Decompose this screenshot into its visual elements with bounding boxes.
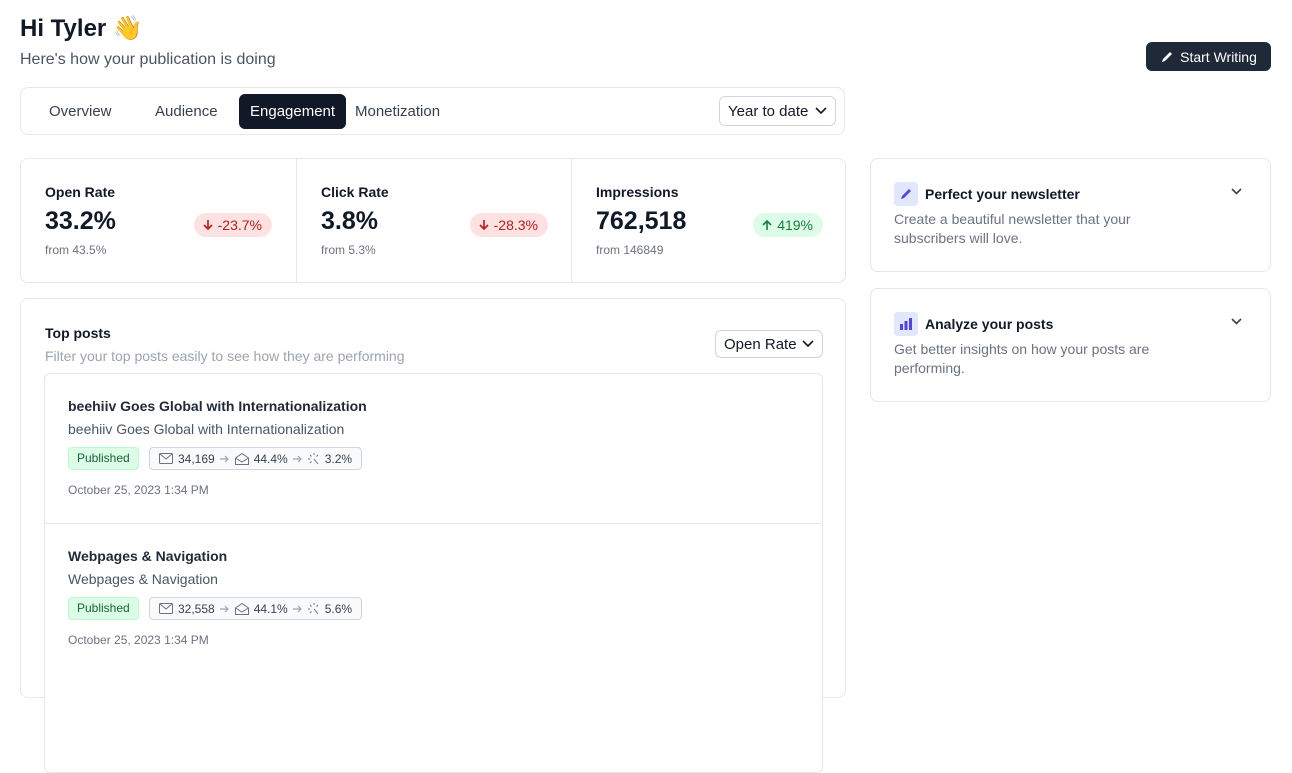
- post-subtitle: Webpages & Navigation: [68, 571, 218, 587]
- metric-label: Open Rate: [45, 184, 116, 200]
- metric-label: Click Rate: [321, 184, 389, 200]
- tab[interactable]: Audience: [155, 103, 218, 120]
- pencil-icon: [1162, 51, 1173, 62]
- card-text: Create a beautiful newsletter that your …: [894, 211, 1131, 246]
- tip-card[interactable]: Analyze your posts Get better insights o…: [870, 288, 1271, 402]
- post-title: Webpages & Navigation: [68, 548, 228, 564]
- flow-arrow: [292, 455, 302, 462]
- greeting: Hi Tyler 👋: [20, 15, 143, 42]
- change-value: -23.7%: [217, 217, 262, 233]
- chevron: [1231, 318, 1242, 325]
- button-label: Start Writing: [1180, 48, 1257, 65]
- open-rate: 44.4%: [253, 451, 288, 466]
- section-subtitle: Filter your top posts easily to see how …: [45, 348, 405, 364]
- page: Hi Tyler 👋 Here's how your publication i…: [20, 15, 1271, 773]
- metric-card: Click Rate 3.8% from 5.3% -28.3%: [296, 159, 572, 282]
- post-stats: 32,558 44.1% 5.6%: [149, 597, 363, 620]
- chevron: [1231, 188, 1242, 195]
- click-rate: 3.2%: [324, 451, 353, 466]
- range-label: Year to date: [728, 102, 809, 120]
- mail-icon: [159, 453, 173, 464]
- status-badge: Published: [68, 447, 139, 470]
- click-icon: [307, 602, 319, 614]
- trend-arrow: [479, 220, 489, 231]
- chart-icon: [900, 318, 912, 330]
- change-badge: -28.3%: [469, 213, 548, 237]
- card-title: Perfect your newsletter: [925, 186, 1080, 202]
- sent-count: 32,558: [178, 601, 215, 616]
- top-posts-panel: Top posts Filter your top posts easily t…: [20, 298, 846, 773]
- click-rate: 5.6%: [324, 601, 353, 616]
- post-subtitle: beehiiv Goes Global with Internationaliz…: [68, 421, 345, 437]
- change-badge: -23.7%: [193, 213, 272, 237]
- flow-arrow: [219, 455, 229, 462]
- metrics-panel: Open Rate 33.2% from 43.5% -23.7% Click …: [20, 158, 846, 283]
- post-stats: 34,169 44.4% 3.2%: [149, 447, 363, 470]
- metric-from: from 146849: [596, 243, 664, 257]
- post-item[interactable]: beehiiv Goes Global with Internationaliz…: [45, 374, 821, 523]
- sent-count: 34,169: [178, 451, 215, 466]
- change-badge: 419%: [753, 213, 823, 237]
- card-icon: [894, 312, 918, 336]
- mail-icon: [159, 603, 173, 614]
- tab[interactable]: Monetization: [355, 103, 441, 120]
- open-icon: [234, 452, 249, 465]
- metric-value: 762,518: [596, 207, 687, 235]
- click-icon: [307, 452, 319, 464]
- post-date: October 25, 2023 1:34 PM: [68, 633, 209, 647]
- trend-arrow: [762, 219, 772, 230]
- open-icon: [234, 602, 249, 615]
- metric-card: Open Rate 33.2% from 43.5% -23.7%: [21, 159, 296, 282]
- status-badge: Published: [68, 597, 139, 620]
- post-item[interactable]: Webpages & Navigation Webpages & Navigat…: [45, 523, 821, 673]
- post-list: beehiiv Goes Global with Internationaliz…: [44, 373, 823, 773]
- metric-card: Impressions 762,518 from 146849 419%: [571, 159, 847, 282]
- open-rate: 44.1%: [253, 601, 288, 616]
- card-icon: [894, 182, 918, 206]
- pencil-icon: [901, 189, 911, 199]
- sort-label: Open Rate: [724, 335, 797, 353]
- flow-arrow: [219, 605, 229, 612]
- sort-select[interactable]: Open Rate: [715, 330, 823, 358]
- post-date: October 25, 2023 1:34 PM: [68, 483, 209, 497]
- change-value: 419%: [777, 217, 813, 233]
- chevron: [802, 340, 814, 348]
- card-text: Get better insights on how your posts ar…: [894, 341, 1150, 376]
- change-value: -28.3%: [493, 217, 538, 233]
- tab-bar: Overview Audience Engagement Monetizatio…: [20, 87, 845, 135]
- chevron: [815, 107, 827, 115]
- flow-arrow: [292, 605, 302, 612]
- tip-card[interactable]: Perfect your newsletter Create a beautif…: [870, 158, 1271, 272]
- trend-arrow: [203, 220, 213, 231]
- metric-from: from 5.3%: [321, 243, 376, 257]
- metric-label: Impressions: [596, 184, 679, 200]
- metric-value: 33.2%: [45, 207, 116, 235]
- card-title: Analyze your posts: [925, 316, 1054, 332]
- metric-from: from 43.5%: [45, 243, 107, 257]
- range-select[interactable]: Year to date: [719, 96, 836, 126]
- subtitle: Here's how your publication is doing: [20, 51, 276, 68]
- post-title: beehiiv Goes Global with Internationaliz…: [68, 398, 367, 414]
- section-title: Top posts: [45, 325, 111, 341]
- tab[interactable]: Overview: [49, 103, 112, 120]
- metric-value: 3.8%: [321, 207, 378, 235]
- tab[interactable]: Engagement: [239, 94, 347, 129]
- start-writing-button[interactable]: Start Writing: [1146, 42, 1271, 71]
